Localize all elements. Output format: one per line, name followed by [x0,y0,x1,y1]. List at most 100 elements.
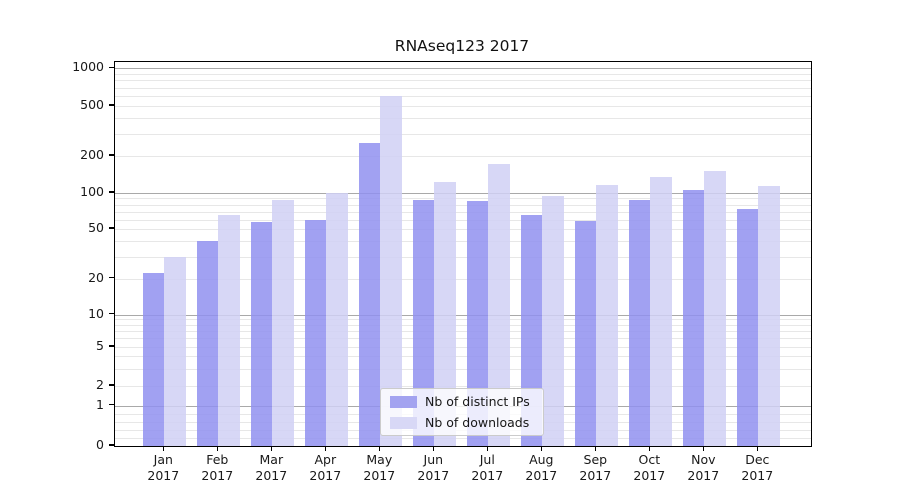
y-tick-label: 20 [88,269,104,285]
bar-downloads-sep [596,184,618,446]
x-tick-mark [486,446,488,451]
bar-distinct-ips-jun [412,200,435,446]
gridline-minor [115,278,811,280]
y-tick-mark [108,345,114,347]
bar-distinct-ips-feb [196,241,219,446]
x-tick-label-sep: Sep 2017 [579,452,612,483]
x-tick-label-oct: Oct 2017 [633,452,666,483]
legend-swatch-distinct-ips [390,395,417,408]
gridline-minor [115,74,811,76]
y-tick-mark [108,312,114,315]
gridline-minor [115,229,811,230]
x-tick-mark [648,446,650,451]
bar-distinct-ips-jan [142,273,165,446]
gridline-minor [115,219,811,221]
x-tick-mark [270,446,272,451]
gridline-minor [115,241,811,243]
x-tick-mark [324,446,326,451]
bar-distinct-ips-oct [628,200,651,446]
gridline-minor [115,356,811,358]
y-tick-label: 2 [96,377,104,392]
gridline-major [115,314,811,316]
y-tick-mark [108,191,114,193]
x-tick-mark [216,446,218,451]
x-tick-label-nov: Nov 2017 [687,452,720,483]
legend-label-distinct-ips: Nb of distinct IPs [425,393,530,409]
y-tick-mark [108,444,114,446]
y-tick-label: 50 [88,220,104,235]
gridline-minor [115,106,811,107]
y-tick-mark [108,403,114,406]
gridline-minor [115,331,811,333]
gridline-minor [115,204,811,206]
y-tick-label: 500 [80,97,104,112]
y-tick-label: 1000 [72,59,104,75]
gridline-minor [115,96,811,98]
y-tick-mark [108,276,114,279]
x-tick-mark [702,446,704,451]
y-tick-label: 200 [80,147,104,162]
x-tick-label-jun: Jun 2017 [417,452,450,483]
gridline-minor [115,368,811,370]
bar-distinct-ips-may [358,142,381,446]
legend: Nb of distinct IPs Nb of downloads [380,388,544,436]
x-tick-label-may: May 2017 [363,452,396,483]
x-tick-mark [378,446,380,451]
chart-title: RNAseq123 2017 [394,37,530,55]
bar-distinct-ips-jul [466,200,489,446]
x-tick-mark [756,446,758,451]
bar-downloads-aug [542,196,564,446]
gridline-minor [115,324,811,326]
y-tick-label: 5 [96,338,104,353]
bar-downloads-jun [434,181,456,446]
gridline-major [115,68,811,70]
y-tick-label: 100 [80,184,104,199]
gridline-minor [115,198,811,200]
x-tick-label-mar: Mar 2017 [255,452,288,483]
x-tick-label-aug: Aug 2017 [525,452,558,483]
y-tick-mark [108,66,114,68]
gridline-minor [115,256,811,258]
bar-downloads-oct [650,176,672,446]
gridline-minor [115,118,811,120]
gridline-minor [115,80,811,82]
y-tick-mark [108,104,114,106]
x-tick-label-jan: Jan 2017 [147,452,180,483]
y-tick-label: 1 [96,396,104,412]
gridline-major [115,193,811,194]
bar-downloads-jan [164,256,186,446]
gridline-minor [115,319,811,321]
bar-distinct-ips-apr [304,219,327,446]
x-tick-mark [594,446,596,451]
x-tick-label-apr: Apr 2017 [309,452,342,483]
y-tick-label: 0 [96,437,104,452]
gridline-minor [115,437,811,439]
y-tick-mark [108,227,114,229]
gridline-minor [115,338,811,340]
gridline-minor [115,133,811,135]
y-tick-label: 10 [88,305,104,321]
x-tick-mark [432,446,434,451]
y-tick-mark [108,384,114,386]
x-tick-label-dec: Dec 2017 [741,452,774,483]
x-tick-mark [162,446,164,451]
legend-item-distinct-ips: Nb of distinct IPs [390,393,534,411]
bar-downloads-mar [272,200,294,446]
bar-downloads-feb [218,215,240,446]
gridline-minor [115,211,811,213]
bar-downloads-jul [488,163,510,446]
bar-distinct-ips-nov [682,190,705,446]
bar-downloads-may [380,96,402,446]
bar-downloads-apr [326,193,348,446]
y-tick-mark [108,154,114,156]
bar-downloads-dec [758,185,780,446]
bar-downloads-nov [704,171,726,446]
gridline-minor [115,386,811,387]
gridline-minor [115,347,811,348]
plot-area [114,61,812,447]
bar-distinct-ips-mar [250,222,273,446]
x-tick-label-feb: Feb 2017 [201,452,234,483]
gridline-minor [115,87,811,89]
legend-swatch-downloads [390,416,417,429]
